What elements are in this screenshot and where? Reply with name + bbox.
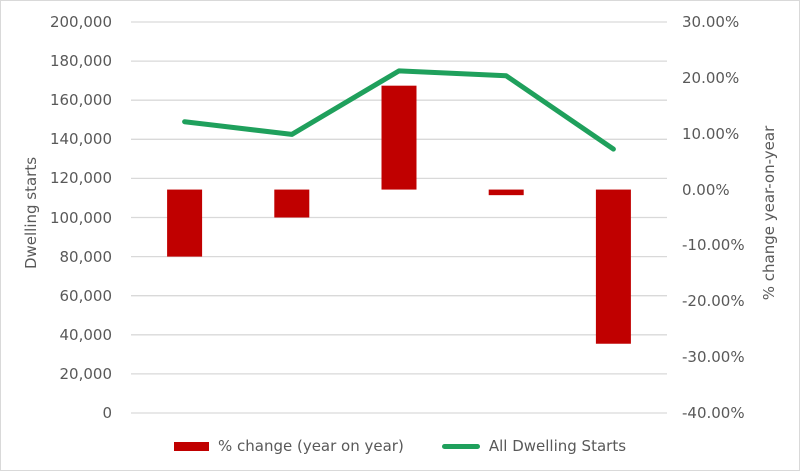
right-axis-tick: 10.00%: [682, 124, 740, 143]
legend-item-dwelling-starts: All Dwelling Starts: [441, 437, 627, 455]
left-axis-tick: 60,000: [59, 286, 113, 305]
right-axis-title: % change year-on-year: [760, 125, 778, 301]
legend: % change (year on year) All Dwelling Sta…: [1, 437, 799, 455]
left-axis-tick: 120,000: [49, 169, 112, 188]
left-axis-tick: 100,000: [49, 208, 112, 227]
left-axis-tick: 180,000: [49, 52, 112, 71]
bar-pct-change: [381, 85, 417, 190]
right-axis-tick: -40.00%: [682, 404, 745, 422]
bar-series-swatch-icon: [173, 441, 209, 451]
left-axis-tick: 20,000: [59, 364, 113, 383]
left-axis-tick: 0: [102, 404, 112, 422]
right-axis-tick: -30.00%: [682, 348, 745, 367]
left-axis-title: Dwelling starts: [22, 156, 40, 270]
legend-label-dwelling-starts: All Dwelling Starts: [488, 437, 627, 455]
right-axis-tick: 20.00%: [682, 68, 740, 87]
left-axis-tick: 160,000: [49, 91, 112, 110]
bar-pct-change: [595, 189, 631, 344]
left-axis-tick: 80,000: [59, 247, 113, 266]
line-all-dwelling-starts: [182, 68, 616, 152]
bar-pct-change: [274, 189, 310, 218]
right-axis-tick: 0.00%: [682, 180, 730, 199]
left-axis-tick: 200,000: [49, 13, 112, 31]
left-axis-tick: 40,000: [59, 325, 113, 344]
legend-label-pct-change: % change (year on year): [217, 437, 404, 455]
legend-item-pct-change: % change (year on year): [173, 437, 404, 455]
right-axis-tick: -10.00%: [682, 236, 745, 255]
line-series-swatch-icon: [441, 443, 480, 449]
bar-pct-change: [488, 189, 524, 196]
right-axis-tick: 30.00%: [682, 13, 740, 31]
left-axis-tick: 140,000: [49, 130, 112, 149]
bar-pct-change: [167, 189, 203, 257]
right-axis-tick: -20.00%: [682, 292, 745, 311]
